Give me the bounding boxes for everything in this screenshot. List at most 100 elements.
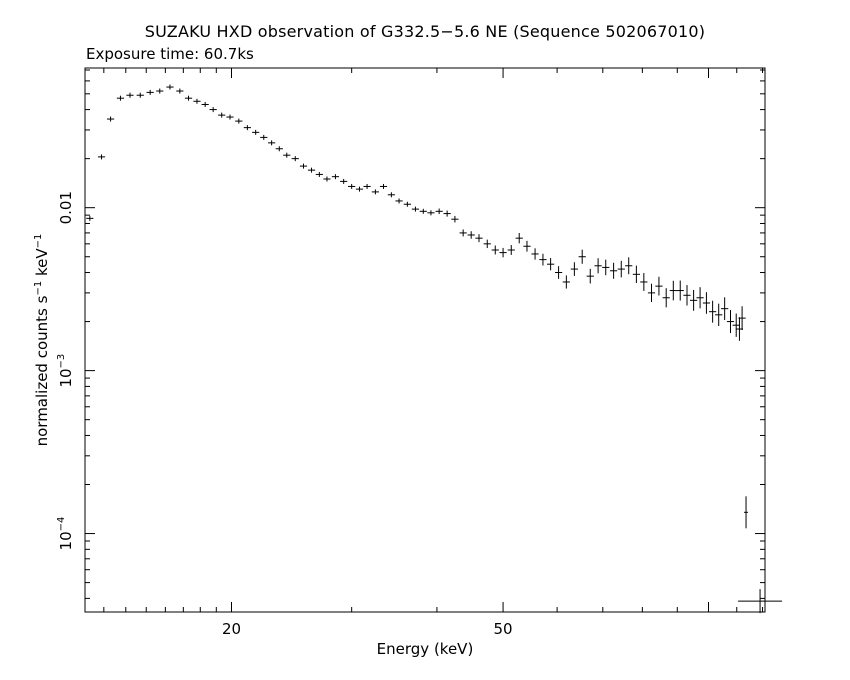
axis-ticks (85, 68, 765, 612)
data-point-0-59 (578, 249, 586, 264)
data-point-0-9 (176, 88, 184, 94)
data-point-0-14 (218, 112, 226, 118)
data-point-0-76 (702, 292, 711, 314)
data-point-0-57 (562, 275, 570, 289)
data-point-0-33 (371, 189, 379, 195)
data-point-0-51 (515, 232, 523, 244)
data-point-0-38 (411, 206, 420, 212)
data-point-0-41 (435, 208, 443, 215)
data-point-0-1 (97, 154, 106, 160)
data-point-0-63 (610, 262, 618, 279)
data-point-0-28 (331, 174, 340, 180)
data-point-0-78 (715, 303, 723, 326)
data-point-0-27 (323, 176, 331, 182)
data-point-0-19 (260, 134, 268, 140)
data-point-0-37 (403, 201, 411, 207)
data-point-0-24 (299, 163, 308, 169)
svg-text:0.01: 0.01 (57, 191, 75, 224)
data-point-0-31 (355, 186, 364, 192)
data-point-0-13 (209, 107, 217, 113)
data-point-0-80 (726, 310, 735, 334)
data-point-0-22 (283, 152, 291, 158)
x-tick-label: 20 (222, 620, 241, 638)
data-point-0-25 (307, 167, 316, 173)
data-point-0-70 (662, 288, 670, 308)
data-point-0-30 (348, 183, 356, 189)
chart-title: SUZAKU HXD observation of G332.5−5.6 NE … (144, 22, 706, 41)
data-point-0-62 (602, 259, 610, 276)
data-point-0-83 (738, 306, 746, 330)
data-point-0-12 (201, 101, 209, 107)
data-point-0-34 (379, 183, 388, 189)
y-tick-label: 0.01 (57, 191, 75, 224)
svg-text:10−3: 10−3 (56, 354, 75, 388)
data-point-0-55 (547, 258, 555, 271)
data-point-0-21 (275, 146, 283, 152)
data-points (86, 84, 783, 614)
data-point-0-74 (690, 289, 698, 311)
data-point-0-26 (315, 171, 323, 177)
data-point-0-50 (507, 245, 515, 255)
data-point-0-46 (475, 234, 483, 243)
data-point-0-32 (363, 183, 371, 189)
data-point-0-72 (676, 280, 684, 301)
x-tick-label: 50 (494, 620, 513, 638)
data-point-0-18 (252, 129, 260, 135)
data-point-0-5 (136, 92, 144, 98)
y-axis-label: normalized counts s−1 keV−1 (33, 234, 51, 447)
chart-subtitle: Exposure time: 60.7ks (86, 45, 254, 63)
data-point-0-20 (268, 140, 276, 146)
data-point-0-67 (640, 273, 648, 291)
data-point-0-15 (226, 114, 234, 120)
data-point-0-29 (340, 178, 348, 184)
data-point-0-81 (732, 313, 740, 337)
y-axis-label-unit-1: s−1 (33, 280, 51, 309)
data-point-0-48 (491, 245, 499, 255)
data-point-0-58 (570, 262, 578, 276)
data-point-0-43 (451, 215, 459, 223)
data-point-0-23 (291, 156, 299, 162)
data-point-0-44 (459, 229, 467, 237)
y-axis-label-unit-2: keV−1 (33, 233, 51, 281)
data-point-0-53 (531, 248, 539, 260)
data-point-0-39 (419, 208, 427, 214)
data-point-0-52 (523, 240, 531, 252)
data-point-0-4 (126, 92, 134, 98)
data-point-0-68 (647, 283, 656, 303)
data-point-0-60 (586, 268, 594, 284)
data-point-0-3 (116, 95, 125, 101)
data-point-1-1 (738, 589, 783, 614)
data-point-0-40 (427, 210, 435, 216)
data-point-0-10 (184, 95, 193, 101)
data-point-0-8 (166, 84, 174, 90)
x-axis-label: Energy (keV) (376, 640, 474, 658)
data-point-0-73 (683, 285, 691, 306)
data-point-0-71 (669, 280, 677, 301)
data-point-0-56 (554, 266, 563, 279)
y-axis-label-text: normalized counts (33, 308, 51, 447)
data-point-0-45 (467, 231, 475, 239)
data-point-0-54 (539, 253, 547, 266)
y-tick-label: 10−4 (56, 517, 75, 551)
data-point-0-64 (617, 260, 625, 278)
svg-text:10−4: 10−4 (56, 517, 75, 551)
data-point-0-66 (632, 265, 640, 284)
data-point-0-69 (655, 276, 663, 296)
data-point-0-49 (499, 247, 507, 258)
data-point-0-35 (387, 192, 395, 198)
data-point-0-17 (243, 125, 251, 131)
data-point-1-0 (744, 496, 749, 529)
tick-labels: 20 50 0.01 10−3 10−4 (56, 191, 513, 638)
data-point-0-61 (594, 258, 602, 274)
data-point-0-42 (443, 210, 451, 217)
data-point-0-6 (146, 89, 154, 95)
data-point-0-77 (709, 300, 717, 323)
data-point-0-16 (235, 118, 243, 124)
y-tick-label: 10−3 (56, 354, 75, 388)
data-point-0-11 (193, 98, 201, 104)
data-point-0-75 (696, 287, 704, 309)
data-point-0-36 (395, 198, 403, 204)
data-point-0-79 (721, 297, 729, 321)
data-point-0-7 (156, 88, 164, 94)
